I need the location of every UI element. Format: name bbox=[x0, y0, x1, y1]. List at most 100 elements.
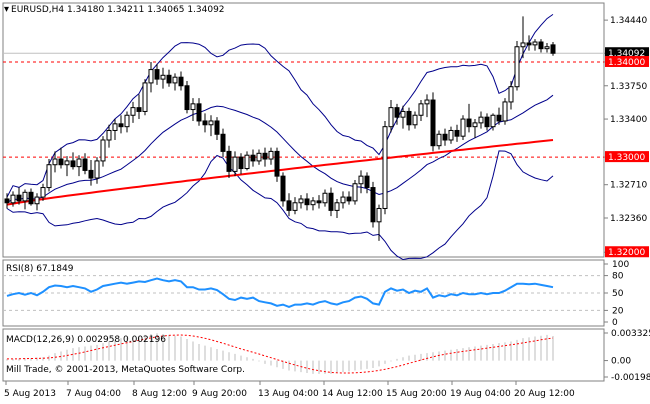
candle-body bbox=[28, 191, 34, 205]
candle bbox=[376, 204, 382, 241]
candle bbox=[502, 98, 508, 125]
candle bbox=[436, 130, 442, 150]
bollinger-middle-line bbox=[6, 94, 554, 204]
candle bbox=[124, 111, 130, 133]
candle-body bbox=[244, 154, 250, 170]
candle-body bbox=[484, 116, 490, 128]
time-tick-label: 9 Aug 20:00 bbox=[192, 389, 247, 399]
candle bbox=[454, 124, 460, 142]
candle bbox=[490, 113, 496, 131]
candle bbox=[196, 98, 202, 126]
price-tick-label: 1.32000 bbox=[608, 248, 645, 258]
candle-body bbox=[166, 74, 172, 84]
candle-body bbox=[334, 202, 340, 211]
candle bbox=[94, 157, 100, 184]
candle-body bbox=[358, 175, 364, 185]
candle bbox=[412, 111, 418, 129]
collapse-triangle-icon: ▾ bbox=[4, 4, 10, 15]
candle bbox=[358, 170, 364, 194]
time-tick-label: 20 Aug 12:00 bbox=[514, 389, 575, 399]
candle-body bbox=[220, 133, 226, 152]
rsi-tick-label: 0 bbox=[612, 318, 618, 328]
candle-body bbox=[346, 196, 352, 202]
candle bbox=[382, 120, 388, 215]
candle bbox=[64, 156, 70, 177]
candle-body bbox=[238, 156, 244, 170]
candle bbox=[460, 115, 466, 140]
current-price-badge bbox=[605, 47, 649, 59]
candle-body bbox=[460, 118, 466, 137]
symbol-label: EURUSD,H4 bbox=[11, 5, 65, 15]
candle bbox=[46, 159, 52, 192]
candle-body bbox=[76, 158, 82, 168]
candle bbox=[112, 119, 118, 140]
candle-body bbox=[340, 196, 346, 204]
candle bbox=[478, 111, 484, 129]
candle bbox=[550, 42, 556, 56]
rsi-tick-label: 20 bbox=[612, 306, 624, 316]
rsi-tick-label: 50 bbox=[612, 289, 624, 299]
candle-body bbox=[322, 192, 328, 204]
candle bbox=[118, 115, 124, 134]
candle-body bbox=[520, 42, 526, 48]
candle-body bbox=[490, 114, 496, 128]
level-price-badge bbox=[605, 151, 649, 163]
macd-tick-label: -0.001982 bbox=[611, 373, 650, 383]
candle bbox=[442, 128, 448, 146]
candle-body bbox=[406, 110, 412, 126]
candle-body bbox=[58, 158, 64, 166]
candle-body bbox=[430, 99, 436, 147]
candle-body bbox=[316, 200, 322, 204]
time-tick-label: 7 Aug 04:00 bbox=[66, 389, 121, 399]
candle bbox=[262, 147, 268, 167]
candle-body bbox=[274, 150, 280, 177]
candle bbox=[304, 193, 310, 211]
candle bbox=[250, 149, 256, 167]
candle bbox=[322, 189, 328, 207]
candle bbox=[424, 94, 430, 118]
candle bbox=[448, 126, 454, 144]
time-tick-label: 5 Aug 2013 bbox=[4, 389, 56, 399]
candle bbox=[58, 147, 64, 169]
candle bbox=[484, 113, 490, 131]
candle-body bbox=[526, 42, 532, 46]
candle bbox=[82, 153, 88, 175]
candle-body bbox=[508, 86, 514, 103]
candle bbox=[538, 39, 544, 53]
candle-body bbox=[304, 198, 310, 206]
candle-body bbox=[250, 154, 256, 162]
candle bbox=[430, 92, 436, 152]
candle-body bbox=[364, 175, 370, 189]
rsi-tick-label: 100 bbox=[612, 260, 629, 270]
candle-body bbox=[154, 69, 160, 80]
candle bbox=[244, 151, 250, 171]
candle-body bbox=[184, 85, 190, 111]
price-tick-label: 1.33750 bbox=[610, 82, 647, 92]
macd-signal-line bbox=[7, 334, 554, 374]
candle bbox=[220, 128, 226, 158]
candle-body bbox=[262, 152, 268, 160]
candle-body bbox=[130, 107, 136, 116]
price-tick-label: 1.32360 bbox=[610, 214, 647, 224]
macd-label: MACD(12,26,9) 0.002958 0.002196 bbox=[6, 335, 166, 345]
time-tick-label: 14 Aug 12:00 bbox=[322, 389, 383, 399]
candle bbox=[508, 81, 514, 110]
candle-body bbox=[136, 107, 142, 112]
candle bbox=[274, 147, 280, 182]
candle-body bbox=[310, 200, 316, 206]
candle-body bbox=[142, 82, 148, 112]
candle bbox=[106, 124, 112, 148]
candle-body bbox=[328, 192, 334, 211]
candle-body bbox=[106, 129, 112, 141]
candle-body bbox=[148, 69, 154, 84]
price-tick-label: 1.34000 bbox=[608, 58, 645, 68]
candle-body bbox=[202, 120, 208, 126]
candle bbox=[226, 145, 232, 179]
candle bbox=[316, 195, 322, 209]
candle bbox=[76, 155, 82, 177]
price-tick-label: 1.33400 bbox=[610, 115, 647, 125]
candle bbox=[100, 136, 106, 167]
candle bbox=[166, 69, 172, 87]
